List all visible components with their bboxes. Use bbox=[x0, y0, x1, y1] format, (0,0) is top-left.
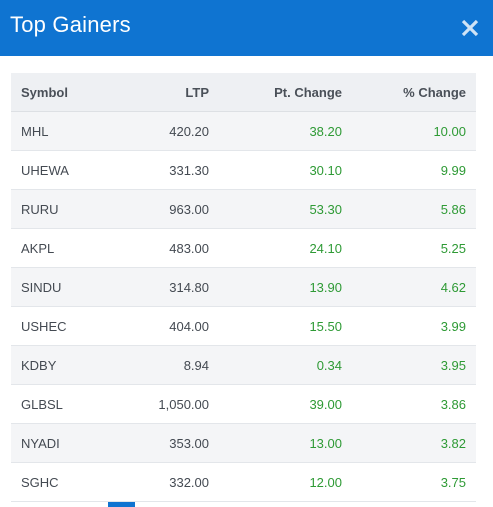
column-header-symbol[interactable]: Symbol bbox=[21, 84, 68, 100]
pt-change-cell: 53.30 bbox=[309, 201, 342, 217]
ltp-cell: 420.20 bbox=[169, 123, 209, 139]
pt-change-cell: 15.50 bbox=[309, 318, 342, 334]
pct-change-cell: 3.86 bbox=[440, 396, 466, 412]
symbol-cell: RURU bbox=[21, 201, 59, 217]
table-row[interactable]: UHEWA 331.30 30.10 9.99 bbox=[11, 151, 476, 190]
table-row[interactable]: USHEC 404.00 15.50 3.99 bbox=[11, 307, 476, 346]
pct-change-cell: 3.95 bbox=[440, 357, 466, 373]
symbol-cell: UHEWA bbox=[21, 162, 69, 178]
symbol-cell: KDBY bbox=[21, 357, 57, 373]
gainers-table: Symbol LTP Pt. Change % Change MHL 420.2… bbox=[11, 73, 476, 502]
ltp-cell: 331.30 bbox=[169, 162, 209, 178]
pct-change-cell: 3.99 bbox=[440, 318, 466, 334]
column-header-ltp[interactable]: LTP bbox=[185, 84, 209, 100]
ltp-cell: 483.00 bbox=[169, 240, 209, 256]
ltp-cell: 8.94 bbox=[183, 357, 209, 373]
ltp-cell: 314.80 bbox=[169, 279, 209, 295]
symbol-cell: SINDU bbox=[21, 279, 62, 295]
symbol-cell: MHL bbox=[21, 123, 49, 139]
table-row[interactable]: SGHC 332.00 12.00 3.75 bbox=[11, 463, 476, 502]
table-row[interactable]: KDBY 8.94 0.34 3.95 bbox=[11, 346, 476, 385]
pt-change-cell: 38.20 bbox=[309, 123, 342, 139]
modal-title: Top Gainers bbox=[10, 12, 131, 37]
symbol-cell: USHEC bbox=[21, 318, 67, 334]
pt-change-cell: 30.10 bbox=[309, 162, 342, 178]
ltp-cell: 404.00 bbox=[169, 318, 209, 334]
table-row[interactable]: SINDU 314.80 13.90 4.62 bbox=[11, 268, 476, 307]
pt-change-cell: 13.00 bbox=[309, 435, 342, 451]
pct-change-cell: 3.82 bbox=[440, 435, 466, 451]
ltp-cell: 332.00 bbox=[169, 474, 209, 490]
pct-change-cell: 10.00 bbox=[433, 123, 466, 139]
column-header-pt-change[interactable]: Pt. Change bbox=[274, 84, 342, 100]
table-header-row: Symbol LTP Pt. Change % Change bbox=[11, 73, 476, 112]
pct-change-cell: 4.62 bbox=[440, 279, 466, 295]
ltp-cell: 963.00 bbox=[169, 201, 209, 217]
pt-change-cell: 24.10 bbox=[309, 240, 342, 256]
pt-change-cell: 12.00 bbox=[309, 474, 342, 490]
symbol-cell: AKPL bbox=[21, 240, 55, 256]
table-row[interactable]: NYADI 353.00 13.00 3.82 bbox=[11, 424, 476, 463]
table-row[interactable]: GLBSL 1,050.00 39.00 3.86 bbox=[11, 385, 476, 424]
modal-header: Top Gainers bbox=[0, 0, 493, 56]
scroll-indicator[interactable] bbox=[108, 502, 135, 507]
ltp-cell: 353.00 bbox=[169, 435, 209, 451]
pt-change-cell: 39.00 bbox=[309, 396, 342, 412]
symbol-cell: SGHC bbox=[21, 474, 59, 490]
close-icon[interactable] bbox=[458, 16, 482, 40]
column-header-pct-change[interactable]: % Change bbox=[403, 84, 466, 100]
pct-change-cell: 3.75 bbox=[440, 474, 466, 490]
pct-change-cell: 5.25 bbox=[440, 240, 466, 256]
table-row[interactable]: AKPL 483.00 24.10 5.25 bbox=[11, 229, 476, 268]
pct-change-cell: 9.99 bbox=[440, 162, 466, 178]
table-row[interactable]: MHL 420.20 38.20 10.00 bbox=[11, 112, 476, 151]
pt-change-cell: 13.90 bbox=[309, 279, 342, 295]
pct-change-cell: 5.86 bbox=[440, 201, 466, 217]
symbol-cell: NYADI bbox=[21, 435, 60, 451]
symbol-cell: GLBSL bbox=[21, 396, 63, 412]
ltp-cell: 1,050.00 bbox=[158, 396, 209, 412]
pt-change-cell: 0.34 bbox=[316, 357, 342, 373]
table-row[interactable]: RURU 963.00 53.30 5.86 bbox=[11, 190, 476, 229]
